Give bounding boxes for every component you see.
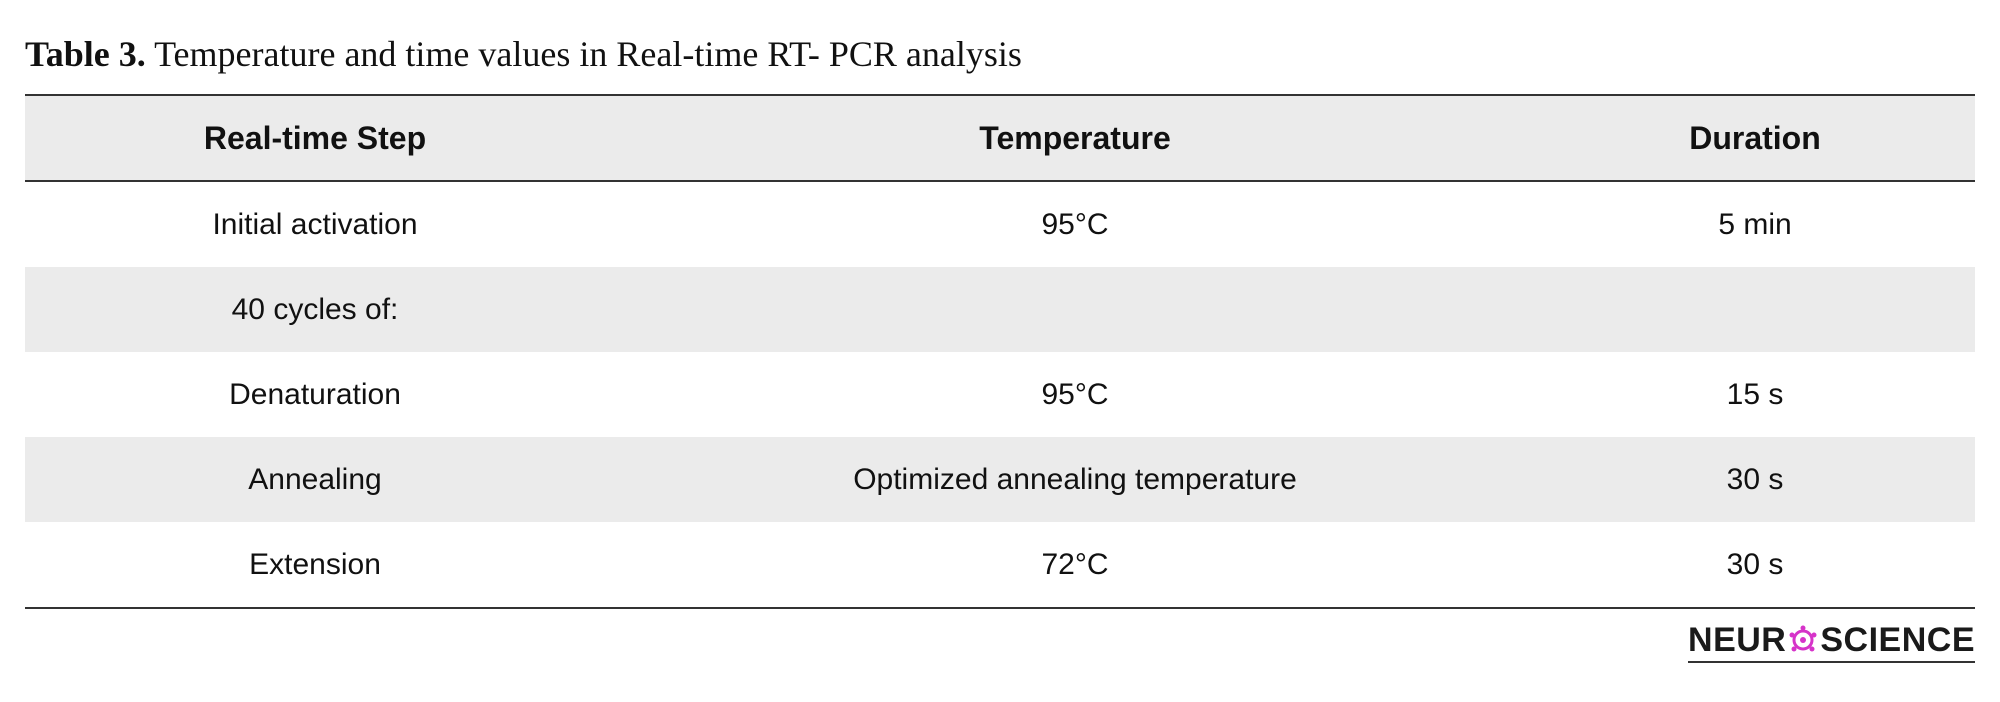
neuron-o-icon bbox=[1789, 625, 1817, 652]
cell-step: Extension bbox=[249, 547, 381, 581]
cell-temperature: 72°C bbox=[1041, 547, 1109, 581]
cell-step: Annealing bbox=[248, 462, 382, 496]
table-row: Annealing Optimized annealing temperatur… bbox=[25, 437, 1975, 522]
cell-temperature: Optimized annealing temperature bbox=[853, 462, 1297, 496]
cell-temperature: 95°C bbox=[1041, 377, 1109, 411]
cell-duration: 15 s bbox=[1726, 377, 1784, 411]
cell-step: 40 cycles of: bbox=[231, 292, 399, 326]
data-table: Real-time Step Temperature Duration Init… bbox=[25, 94, 1975, 609]
cell-duration: 5 min bbox=[1718, 207, 1792, 241]
table-header-row: Real-time Step Temperature Duration bbox=[25, 96, 1975, 182]
cell-step: Initial activation bbox=[212, 207, 418, 241]
neuroscience-logo: NEUR SCIENCE bbox=[1688, 620, 1975, 663]
table-caption-label: Table 3. bbox=[25, 34, 146, 74]
table-caption: Table 3. Temperature and time values in … bbox=[25, 30, 1022, 78]
table-row: Denaturation 95°C 15 s bbox=[25, 352, 1975, 437]
table-caption-text: Temperature and time values in Real-time… bbox=[145, 34, 1022, 74]
logo-text-right: SCIENCE bbox=[1820, 621, 1975, 659]
table-row: Initial activation 95°C 5 min bbox=[25, 182, 1975, 267]
header-real-time-step: Real-time Step bbox=[203, 119, 427, 156]
header-temperature: Temperature bbox=[979, 119, 1171, 156]
table-row: 40 cycles of: bbox=[25, 267, 1975, 352]
cell-duration: 30 s bbox=[1726, 462, 1784, 496]
table-row: Extension 72°C 30 s bbox=[25, 522, 1975, 607]
cell-temperature: 95°C bbox=[1041, 207, 1109, 241]
cell-step: Denaturation bbox=[229, 377, 401, 411]
header-duration: Duration bbox=[1689, 119, 1821, 156]
cell-duration: 30 s bbox=[1726, 547, 1784, 581]
logo-text-left: NEUR bbox=[1688, 621, 1787, 659]
